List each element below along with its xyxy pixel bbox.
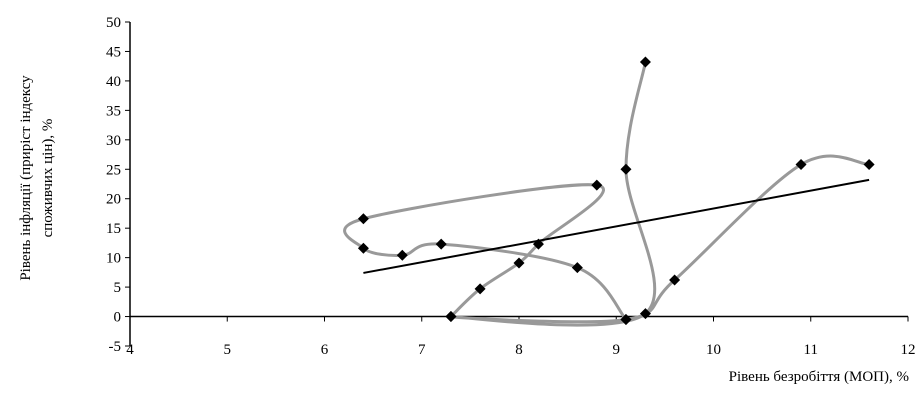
series-curve [343,183,628,321]
y-tick-label: 5 [114,280,122,296]
y-tick-label: 35 [106,103,121,119]
data-point [474,283,486,295]
data-point [639,308,651,320]
x-axis-title: Рівень безробіття (МОП), % [729,369,909,385]
y-tick-label: 15 [106,221,121,237]
axes [125,21,909,347]
y-tick-label: 25 [106,162,121,178]
x-tick-label: 10 [706,342,721,358]
data-point [620,163,632,175]
y-tick-label: 20 [106,192,121,208]
trendline-group [363,178,870,274]
y-axis-title-line-1: Рівень інфляції (приріст індексу [18,75,34,281]
data-point [445,311,457,323]
trendline [363,178,870,274]
data-point [591,179,603,191]
x-tick-label: 7 [418,342,426,358]
x-tick-label: 12 [901,342,916,358]
data-point [639,56,651,68]
x-tick-label: 4 [126,342,134,358]
y-axis-title: Рівень інфляції (приріст індексу споживч… [18,75,56,281]
x-tick-label: 8 [515,342,523,358]
y-tick-label: 50 [106,15,121,31]
data-point [532,238,544,250]
y-axis-title-line-2: споживчих цін), % [40,119,56,238]
y-tick-label: 45 [106,44,121,60]
y-tick-label: 10 [106,251,121,267]
data-point [669,274,681,286]
y-tick-label: 40 [106,74,121,90]
x-tick-label: 5 [224,342,232,358]
x-tick-label: 6 [321,342,329,358]
markers [357,56,875,325]
data-point [357,213,369,225]
data-point [396,249,408,261]
data-point [435,238,447,250]
data-point [863,159,875,171]
data-point [513,257,525,269]
y-tick-label: -5 [109,339,122,355]
data-point [795,159,807,171]
data-point [357,242,369,254]
series-curve [449,60,871,327]
y-tick-label: 30 [106,133,121,149]
x-tick-label: 11 [804,342,818,358]
x-tick-label: 9 [613,342,621,358]
data-point [571,262,583,274]
y-tick-label: 0 [114,310,122,326]
data-point [620,313,632,325]
